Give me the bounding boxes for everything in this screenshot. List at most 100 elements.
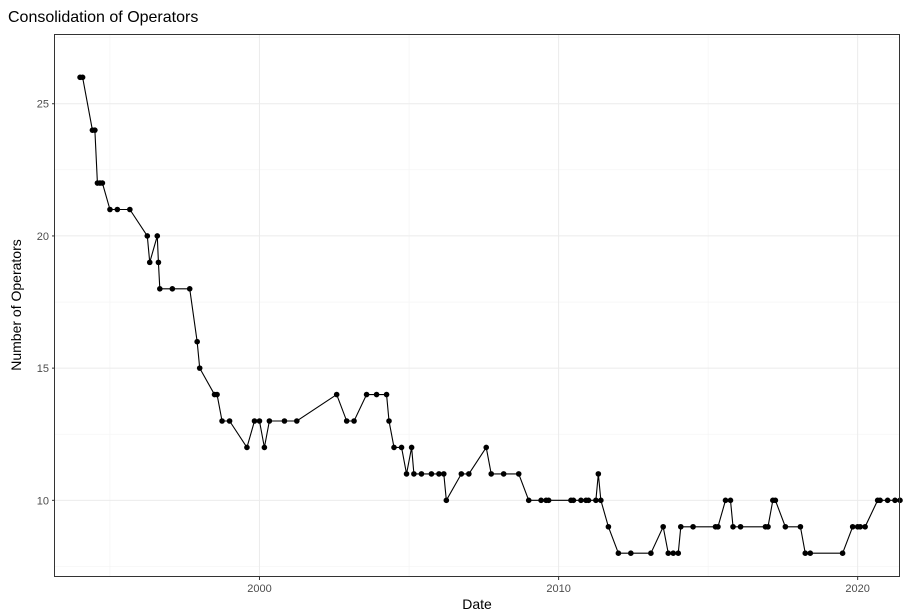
data-point [343,418,350,424]
data-point [333,391,340,398]
data-point [585,497,592,504]
data-point [483,444,490,451]
data-point [154,233,161,239]
data-point [488,471,495,477]
data-point [281,418,288,424]
data-point [155,259,162,266]
data-point [194,338,200,345]
data-point [99,180,106,186]
data-point [545,497,552,504]
data-point [660,523,666,530]
data-point [398,444,405,451]
data-point [797,523,804,530]
data-point [670,550,677,556]
data-point [765,523,771,530]
data-point [628,550,634,556]
y-tick-label: 25 [37,99,49,111]
data-point [441,471,447,477]
data-point [256,418,263,424]
data-point [251,418,258,424]
data-point [428,471,435,477]
data-point [877,497,883,504]
data-point [411,471,417,477]
data-point [436,471,442,477]
data-point [261,444,268,451]
data-point [884,497,891,504]
data-point [677,523,684,530]
data-point [157,286,163,292]
data-point [107,206,113,213]
x-tick-label: 2010 [546,583,570,595]
data-point [418,471,425,477]
grid-lines [55,35,900,577]
data-point [598,497,604,504]
data-point [737,523,744,530]
data-point [214,391,220,398]
data-point [383,391,390,398]
data-point [351,418,357,424]
data-point [730,523,736,530]
data-point [593,497,599,504]
panel-border [54,34,900,577]
data-point [146,259,153,266]
data-point [525,497,532,504]
data-point [219,418,225,424]
data-point [458,471,465,477]
data-point [665,550,672,556]
data-point [715,523,721,530]
data-point [226,418,233,424]
y-axis-title: Number of Operators [8,239,24,371]
data-point [363,391,370,398]
data-point [443,497,450,504]
axes: 10 15 20 25 2000 2010 2020 [37,99,870,595]
data-point [538,497,544,504]
data-point [386,418,392,424]
data-point [857,523,863,530]
data-point [373,391,380,398]
data-point [892,497,898,504]
data-point [244,444,250,451]
data-point [408,444,415,451]
data-point [169,286,176,292]
data-point [266,418,273,424]
data-point [500,471,507,477]
data-point [570,497,577,504]
data-point [862,523,868,530]
x-axis-title: Date [462,596,492,612]
data-point [92,127,98,133]
data-point [294,418,300,424]
series-layer [77,74,903,556]
data-point [391,444,397,451]
data-point [605,523,612,530]
data-point [807,550,814,556]
data-point [79,74,86,81]
x-tick-label: 2000 [247,583,271,595]
data-point [802,550,809,556]
y-tick-label: 10 [37,495,49,507]
data-point [144,233,151,239]
data-point [403,471,410,477]
data-point [186,286,193,292]
data-point [675,550,682,556]
data-point [648,550,654,556]
data-point [772,497,779,504]
x-tick-label: 2020 [845,583,869,595]
data-point [578,497,584,504]
data-point [839,550,846,556]
data-point [515,471,522,477]
y-tick-label: 20 [37,231,49,243]
data-point [127,206,133,213]
data-point [196,365,203,371]
chart-title: Consolidation of Operators [8,9,198,26]
data-point [849,523,856,530]
y-tick-label: 15 [37,363,49,375]
data-point [114,206,121,213]
data-point [615,550,622,556]
data-point [722,497,729,504]
data-point [782,523,789,530]
series-line [80,76,900,554]
data-point [727,497,734,504]
data-point [466,471,472,477]
